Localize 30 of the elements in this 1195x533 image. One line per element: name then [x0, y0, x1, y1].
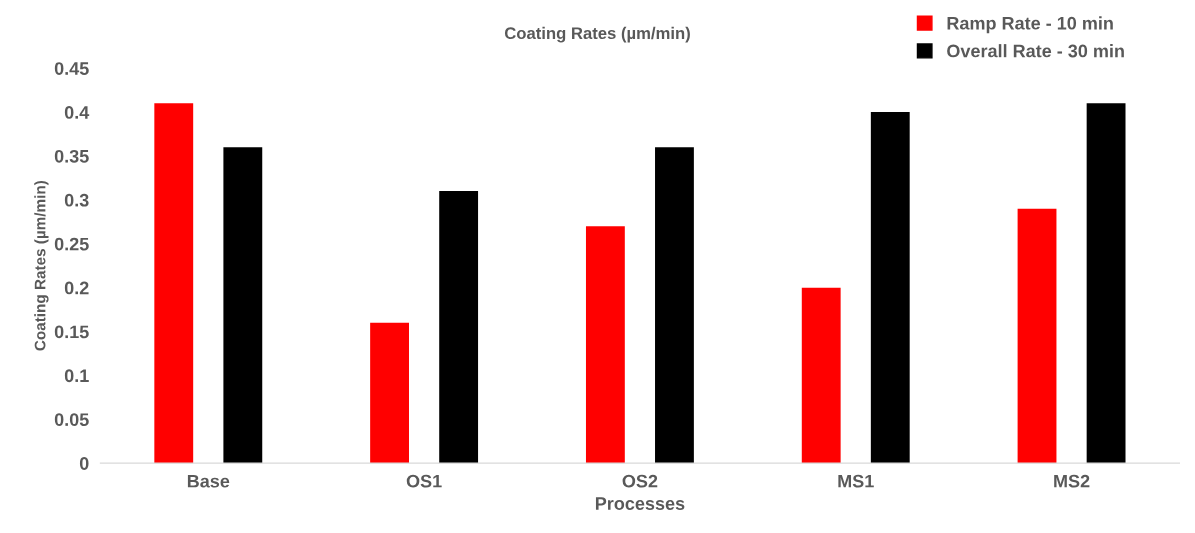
- legend-label: Overall Rate - 30 min: [947, 44, 1124, 58]
- chart-title: Coating Rates (µm/min): [504, 26, 690, 43]
- x-axis-title: Processes: [595, 497, 685, 510]
- legend-label: Ramp Rate - 10 min: [947, 16, 1113, 34]
- y-tick-label: 0.3: [64, 193, 89, 207]
- x-tick-label: OS2: [622, 474, 658, 488]
- bar: [370, 322, 409, 464]
- bar: [655, 147, 694, 464]
- y-tick-label: 0.15: [54, 325, 89, 339]
- bar: [870, 112, 910, 464]
- bar: [154, 103, 194, 464]
- y-tick-label: 0.05: [54, 413, 89, 427]
- bar: [1086, 103, 1126, 464]
- y-tick-label: 0.2: [64, 281, 89, 295]
- y-tick-label: 0.35: [54, 149, 89, 163]
- y-tick-label: 0.4: [64, 106, 90, 119]
- bar: [439, 191, 479, 464]
- y-axis-title: Coating Rates (µm/min): [34, 180, 49, 351]
- bar: [1017, 208, 1057, 464]
- bar: [801, 287, 841, 464]
- y-tick-label: 0: [79, 457, 89, 470]
- x-tick-label: Base: [187, 474, 230, 488]
- y-tick-label: 0.1: [64, 369, 89, 383]
- x-tick-label: OS1: [406, 474, 442, 488]
- y-tick-label: 0.45: [54, 62, 89, 75]
- x-tick-label: MS2: [1054, 474, 1090, 488]
- bar: [223, 147, 263, 464]
- bar: [585, 226, 625, 464]
- x-tick-label: MS1: [838, 474, 874, 488]
- y-tick-label: 0.25: [54, 237, 89, 251]
